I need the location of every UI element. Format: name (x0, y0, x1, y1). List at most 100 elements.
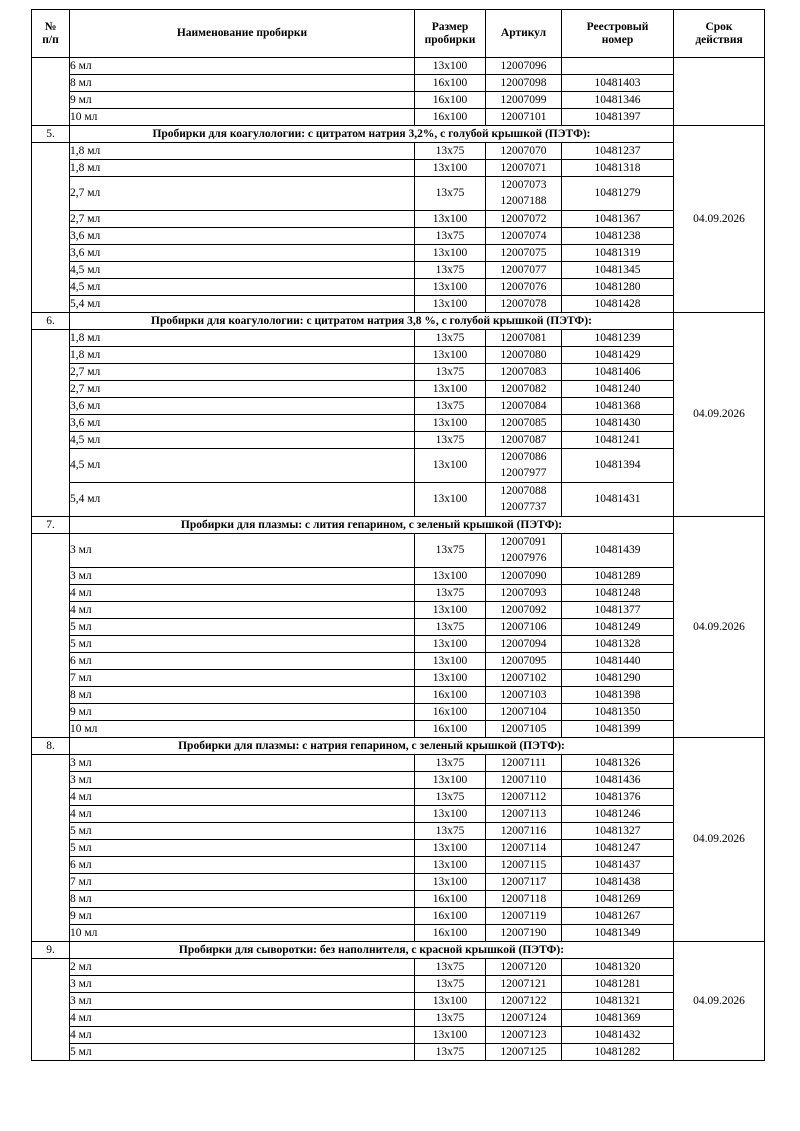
table-row: 9 мл 16x100 12007104 10481350 (32, 703, 765, 721)
registry-number-cell: 10481239 (561, 329, 674, 347)
section-term-date: 04.09.2026 (673, 941, 765, 1061)
tube-volume-cell: 1,8 мл (69, 159, 415, 177)
article-number: 12007076 (500, 280, 547, 293)
article-cell: 12007113 (485, 805, 562, 823)
tube-volume-cell: 5 мл (69, 1043, 415, 1061)
table-row: 6 мл 13x100 12007115 10481437 (32, 856, 765, 874)
tube-size-cell: 16x100 (414, 907, 486, 925)
tube-size-cell: 13x100 (414, 448, 486, 483)
article-number: 12007110 (500, 773, 547, 786)
tube-size-cell: 13x75 (414, 431, 486, 449)
tube-size-cell: 13x100 (414, 346, 486, 364)
tube-volume-cell: 2 мл (69, 958, 415, 976)
article-cell: 12007101 (485, 108, 562, 126)
table-row: 4 мл 13x75 12007124 10481369 (32, 1009, 765, 1027)
tube-volume-cell: 3,6 мл (69, 397, 415, 415)
tube-size-cell: 16x100 (414, 74, 486, 92)
table-row: 3,6 мл 13x75 12007074 10481238 (32, 227, 765, 245)
tube-volume-cell: 4 мл (69, 584, 415, 602)
section-number: 9. (31, 941, 70, 959)
article-number: 12007081 (500, 331, 547, 344)
article-number: 12007078 (500, 297, 547, 310)
tube-size-cell: 16x100 (414, 91, 486, 109)
table-row: 4,5 мл 13x75 12007087 10481241 (32, 431, 765, 449)
tube-size-cell: 13x100 (414, 380, 486, 398)
tube-volume-cell: 4 мл (69, 1026, 415, 1044)
tube-volume-cell: 7 мл (69, 669, 415, 687)
tube-volume-cell: 1,8 мл (69, 142, 415, 160)
table-row: 5,4 мл 13x100 12007078 10481428 (32, 295, 765, 313)
tube-size-cell: 13x100 (414, 839, 486, 857)
registry-number-cell: 10481398 (561, 686, 674, 704)
article-cell: 12007078 (485, 295, 562, 313)
table-row: 3,6 мл 13x100 12007075 10481319 (32, 244, 765, 262)
tube-volume-cell: 4,5 мл (69, 278, 415, 296)
tube-volume-cell: 5 мл (69, 618, 415, 636)
registry-number-cell: 10481432 (561, 1026, 674, 1044)
article-number: 12007083 (500, 365, 547, 378)
tube-volume-cell: 10 мл (69, 720, 415, 738)
article-cell: 12007112 (485, 788, 562, 806)
section-heading: Пробирки для плазмы: с лития гепарином, … (69, 516, 674, 534)
article-number: 12007114 (500, 841, 547, 854)
article-cell: 12007080 (485, 346, 562, 364)
tube-size-cell: 16x100 (414, 890, 486, 908)
table-row: 5 мл 13x75 12007106 10481249 (32, 618, 765, 636)
article-number: 12007096 (500, 59, 547, 72)
article-number: 12007092 (500, 603, 547, 616)
registry-number-cell: 10481280 (561, 278, 674, 296)
tube-volume-cell: 4 мл (69, 1009, 415, 1027)
section-term-date: 04.09.2026 (673, 737, 765, 942)
article-number: 12007125 (500, 1045, 547, 1058)
table-row: 3 мл 13x100 12007110 10481436 (32, 771, 765, 789)
article-cell: 12007122 (485, 992, 562, 1010)
section-number-spacer (31, 533, 70, 738)
article-number: 12007084 (500, 399, 547, 412)
registry-number-cell: 10481249 (561, 618, 674, 636)
tube-volume-cell: 6 мл (69, 652, 415, 670)
section-heading-row: 9. Пробирки для сыворотки: без наполнител… (31, 941, 765, 1061)
table-row: 4 мл 13x100 12007092 10481377 (32, 601, 765, 619)
registry-number-cell: 10481345 (561, 261, 674, 279)
registry-number-cell: 10481282 (561, 1043, 674, 1061)
tube-volume-cell: 3 мл (69, 533, 415, 568)
registry-number-cell: 10481320 (561, 958, 674, 976)
registry-number-cell: 10481319 (561, 244, 674, 262)
tube-volume-cell: 2,7 мл (69, 380, 415, 398)
table-row: 3 мл 13x75 12007111 10481326 (31, 754, 765, 942)
registry-number-cell: 10481349 (561, 924, 674, 942)
article-cell: 12007076 (485, 278, 562, 296)
registry-number-cell: 10481321 (561, 992, 674, 1010)
column-header-registry: Реестровый номер (561, 9, 674, 58)
table-row: 2,7 мл 13x75 12007073 12007188 10481279 (32, 176, 765, 211)
article-cell: 12007115 (485, 856, 562, 874)
article-cell: 12007099 (485, 91, 562, 109)
section-heading-row: 8. Пробирки для плазмы: с натрия гепарино… (31, 737, 765, 942)
registry-number-cell: 10481267 (561, 907, 674, 925)
column-header-name: Наименование пробирки (69, 9, 415, 58)
tube-volume-cell: 4 мл (69, 805, 415, 823)
registry-number-cell: 10481346 (561, 91, 674, 109)
article-number: 12007077 (500, 263, 547, 276)
table-row: 10 мл 16x100 12007101 10481397 (32, 108, 765, 126)
article-number: 12007737 (500, 500, 547, 513)
tube-volume-cell: 3 мл (69, 754, 415, 772)
article-number: 12007188 (500, 194, 547, 207)
column-header-term-line1: Срок (705, 20, 733, 33)
article-cell: 12007098 (485, 74, 562, 92)
table-row: 2 мл 13x75 12007120 10481320 (31, 958, 765, 1061)
table-row: 8 мл 16x100 12007118 10481269 (32, 890, 765, 908)
tube-size-cell: 13x75 (414, 261, 486, 279)
table-row: 10 мл 16x100 12007105 10481399 (32, 720, 765, 738)
tube-size-cell: 13x75 (414, 1009, 486, 1027)
tube-size-cell: 13x100 (414, 601, 486, 619)
table-row: 1,8 мл 13x75 12007070 10481237 (31, 142, 765, 313)
section-term-date (673, 57, 765, 126)
article-number: 12007977 (500, 466, 547, 479)
article-number: 12007116 (500, 824, 547, 837)
tube-volume-cell: 8 мл (69, 74, 415, 92)
section-number-spacer (31, 958, 70, 1061)
article-cell: 12007190 (485, 924, 562, 942)
table-row: 5 мл 13x75 12007116 10481327 (32, 822, 765, 840)
